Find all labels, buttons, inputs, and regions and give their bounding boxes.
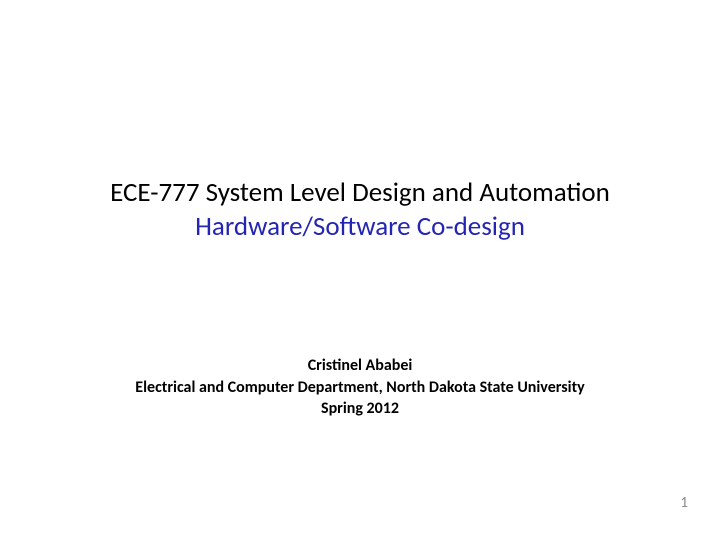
author-name: Cristinel Ababei bbox=[0, 355, 720, 377]
title-block: ECE-777 System Level Design and Automati… bbox=[0, 175, 720, 244]
author-block: Cristinel Ababei Electrical and Computer… bbox=[0, 355, 720, 420]
term: Spring 2012 bbox=[0, 398, 720, 420]
affiliation: Electrical and Computer Department, Nort… bbox=[0, 377, 720, 399]
course-title: ECE-777 System Level Design and Automati… bbox=[0, 175, 720, 210]
slide-container: ECE-777 System Level Design and Automati… bbox=[0, 0, 720, 540]
page-number: 1 bbox=[680, 494, 688, 512]
course-subtitle: Hardware/Software Co-design bbox=[0, 210, 720, 244]
